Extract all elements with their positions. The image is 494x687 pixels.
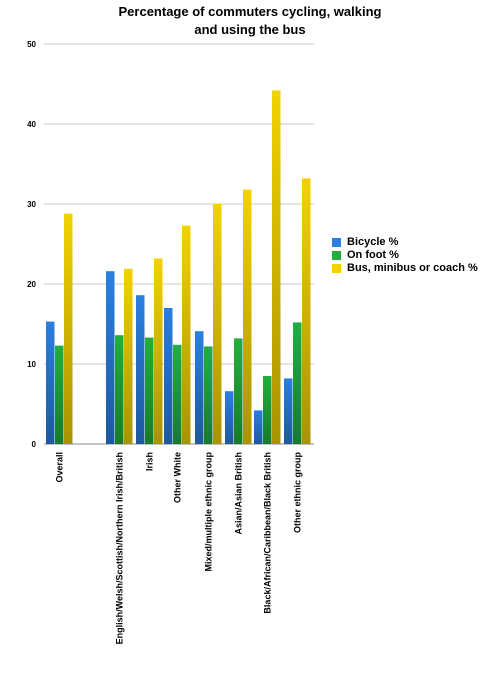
- bar-bus-7: [302, 178, 311, 444]
- chart-title-line-1: Percentage of commuters cycling, walking: [118, 4, 382, 19]
- bar-bicycle-6: [254, 410, 263, 444]
- legend-swatch-bus: [332, 264, 341, 273]
- legend-label-bicycle: Bicycle %: [347, 236, 399, 248]
- x-tick-label: Black/African/Caribbean/Black British: [263, 452, 273, 614]
- bar-bicycle-3: [164, 308, 173, 444]
- legend-item-bus: Bus, minibus or coach %: [332, 262, 478, 275]
- bar-bicycle-0: [46, 321, 55, 444]
- y-tick-label: 10: [27, 360, 36, 369]
- bar-on-7: [293, 322, 302, 444]
- bar-on-6: [263, 376, 272, 444]
- bar-on-1: [115, 335, 124, 444]
- y-tick-label: 20: [27, 280, 36, 289]
- bar-on-5: [234, 338, 243, 444]
- bar-bus-5: [243, 189, 252, 444]
- legend-label-bus: Bus, minibus or coach %: [347, 262, 478, 274]
- y-tick-label: 30: [27, 200, 36, 209]
- bar-bus-3: [182, 225, 191, 444]
- legend-swatch-bicycle: [332, 238, 341, 247]
- x-axis-labels: Overall English/Welsh/Scottish/Northern I…: [55, 451, 303, 644]
- y-axis: 0 10 20 30 40 50: [27, 40, 36, 449]
- bar-bicycle-2: [136, 295, 145, 444]
- x-tick-label: Mixed/multiple ethnic group: [204, 452, 214, 572]
- bar-bus-6: [272, 90, 281, 445]
- bar-bus-4: [213, 204, 222, 444]
- legend: Bicycle % On foot % Bus, minibus or coac…: [332, 236, 478, 275]
- legend-swatch-on-foot: [332, 251, 341, 260]
- bars: [46, 90, 311, 445]
- bar-on-4: [204, 346, 213, 444]
- y-tick-label: 0: [32, 440, 37, 449]
- x-tick-label: Asian/Asian British: [234, 452, 244, 535]
- x-tick-label: Irish: [145, 452, 155, 471]
- legend-item-bicycle: Bicycle %: [332, 236, 478, 249]
- bar-bicycle-5: [225, 391, 234, 444]
- x-tick-label: Other ethnic group: [293, 451, 303, 533]
- bar-bicycle-4: [195, 331, 204, 444]
- chart-title-line-2: and using the bus: [194, 22, 306, 37]
- bar-on-2: [145, 337, 154, 444]
- x-tick-label: Other White: [173, 452, 183, 503]
- x-tick-label: Overall: [55, 452, 65, 483]
- bar-bus-2: [154, 258, 163, 444]
- legend-label-on-foot: On foot %: [347, 249, 399, 261]
- legend-item-on-foot: On foot %: [332, 249, 478, 262]
- chart-title: Percentage of commuters cycling, walking…: [60, 3, 440, 39]
- x-tick-label: English/Welsh/Scottish/Northern Irish/Br…: [115, 452, 125, 644]
- bar-bus-1: [124, 268, 133, 444]
- bar-on-3: [173, 344, 182, 444]
- bar-bus-0: [64, 213, 73, 444]
- bar-bicycle-7: [284, 378, 293, 444]
- y-tick-label: 40: [27, 120, 36, 129]
- bar-on-0: [55, 345, 64, 444]
- bar-bicycle-1: [106, 271, 115, 444]
- y-tick-label: 50: [27, 40, 36, 49]
